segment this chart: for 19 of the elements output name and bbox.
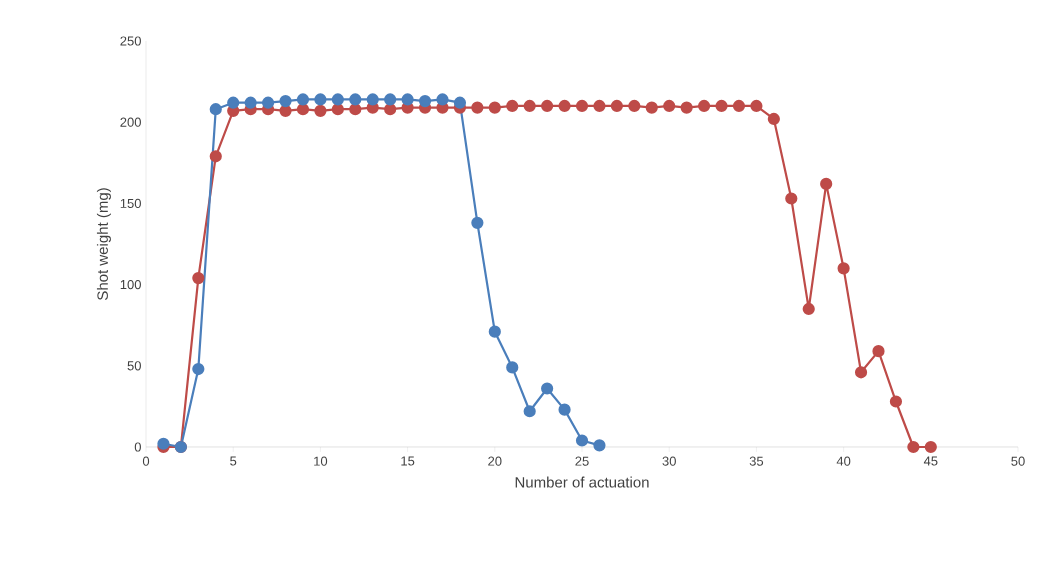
x-tick-label: 25 (575, 456, 589, 466)
x-tick-label: 0 (142, 456, 150, 466)
y-tick-label: 150 (120, 198, 141, 208)
x-tick-label: 45 (923, 456, 938, 466)
x-tick-label: 50 (1011, 456, 1025, 466)
y-axis-title: Shot weight (mg) (96, 188, 111, 300)
x-axis-title: Number of actuation (515, 476, 649, 488)
x-tick-label: 40 (836, 456, 851, 466)
y-tick-label: 100 (120, 279, 141, 290)
x-tick-label: 35 (749, 456, 764, 466)
x-tick-label: 5 (230, 456, 237, 466)
x-tick-label: 20 (488, 456, 502, 466)
y-tick-label: 250 (120, 36, 141, 46)
y-tick-label: 200 (120, 117, 141, 127)
y-tick-label: 0 (134, 442, 141, 452)
x-tick-label: 30 (662, 456, 676, 466)
x-tick-label: 10 (314, 456, 328, 466)
y-tick-label: 50 (127, 361, 141, 371)
x-tick-label: 15 (401, 456, 415, 466)
